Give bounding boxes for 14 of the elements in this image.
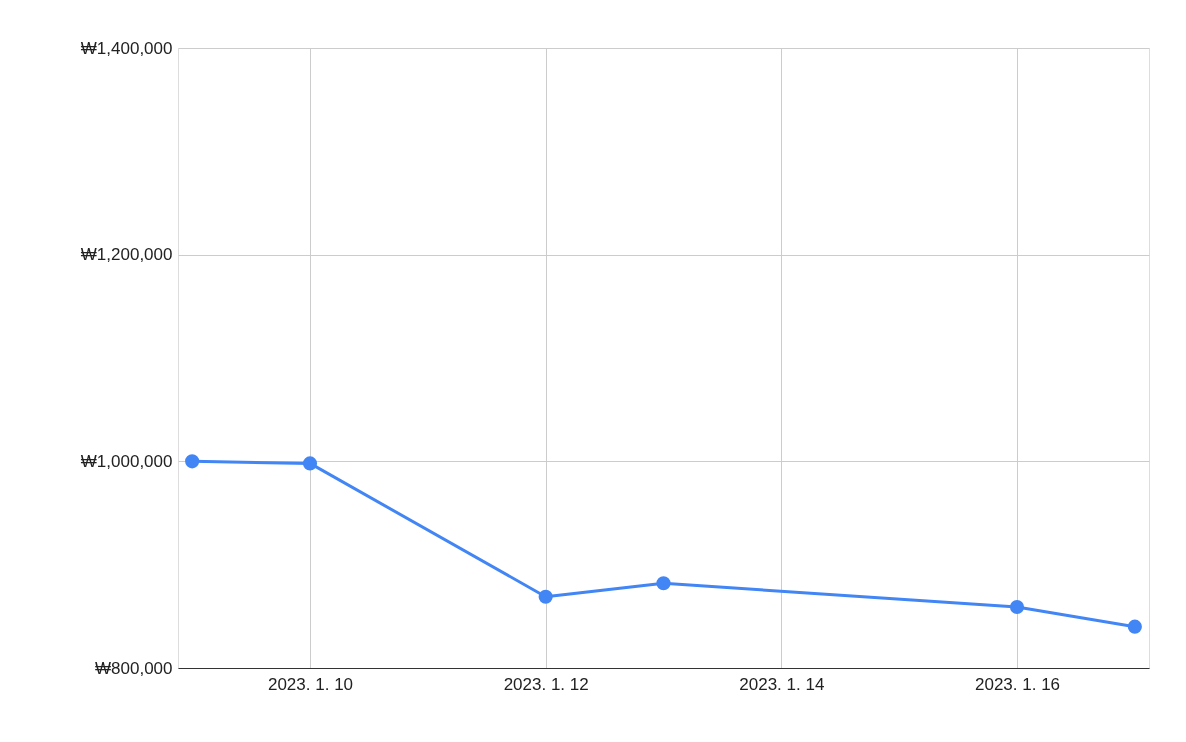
point	[1127, 619, 1142, 634]
point	[538, 589, 553, 604]
x-tick-label: 2023. 1. 12	[503, 674, 589, 694]
point	[1009, 599, 1025, 615]
x-tick-label: 2023. 1. 10	[267, 674, 354, 694]
point	[302, 456, 318, 471]
y-tick-label: ₩1,400,000	[80, 38, 173, 58]
y-tick-label: ₩1,000,000	[80, 451, 173, 471]
y-tick-label: ₩800,000	[95, 658, 173, 678]
point	[185, 454, 200, 469]
x-tick-label: 2023. 1. 14	[739, 674, 825, 694]
x-tick-label: 2023. 1. 16	[974, 674, 1061, 694]
y-tick-label: ₩1,200,000	[80, 245, 173, 265]
point	[656, 576, 671, 591]
